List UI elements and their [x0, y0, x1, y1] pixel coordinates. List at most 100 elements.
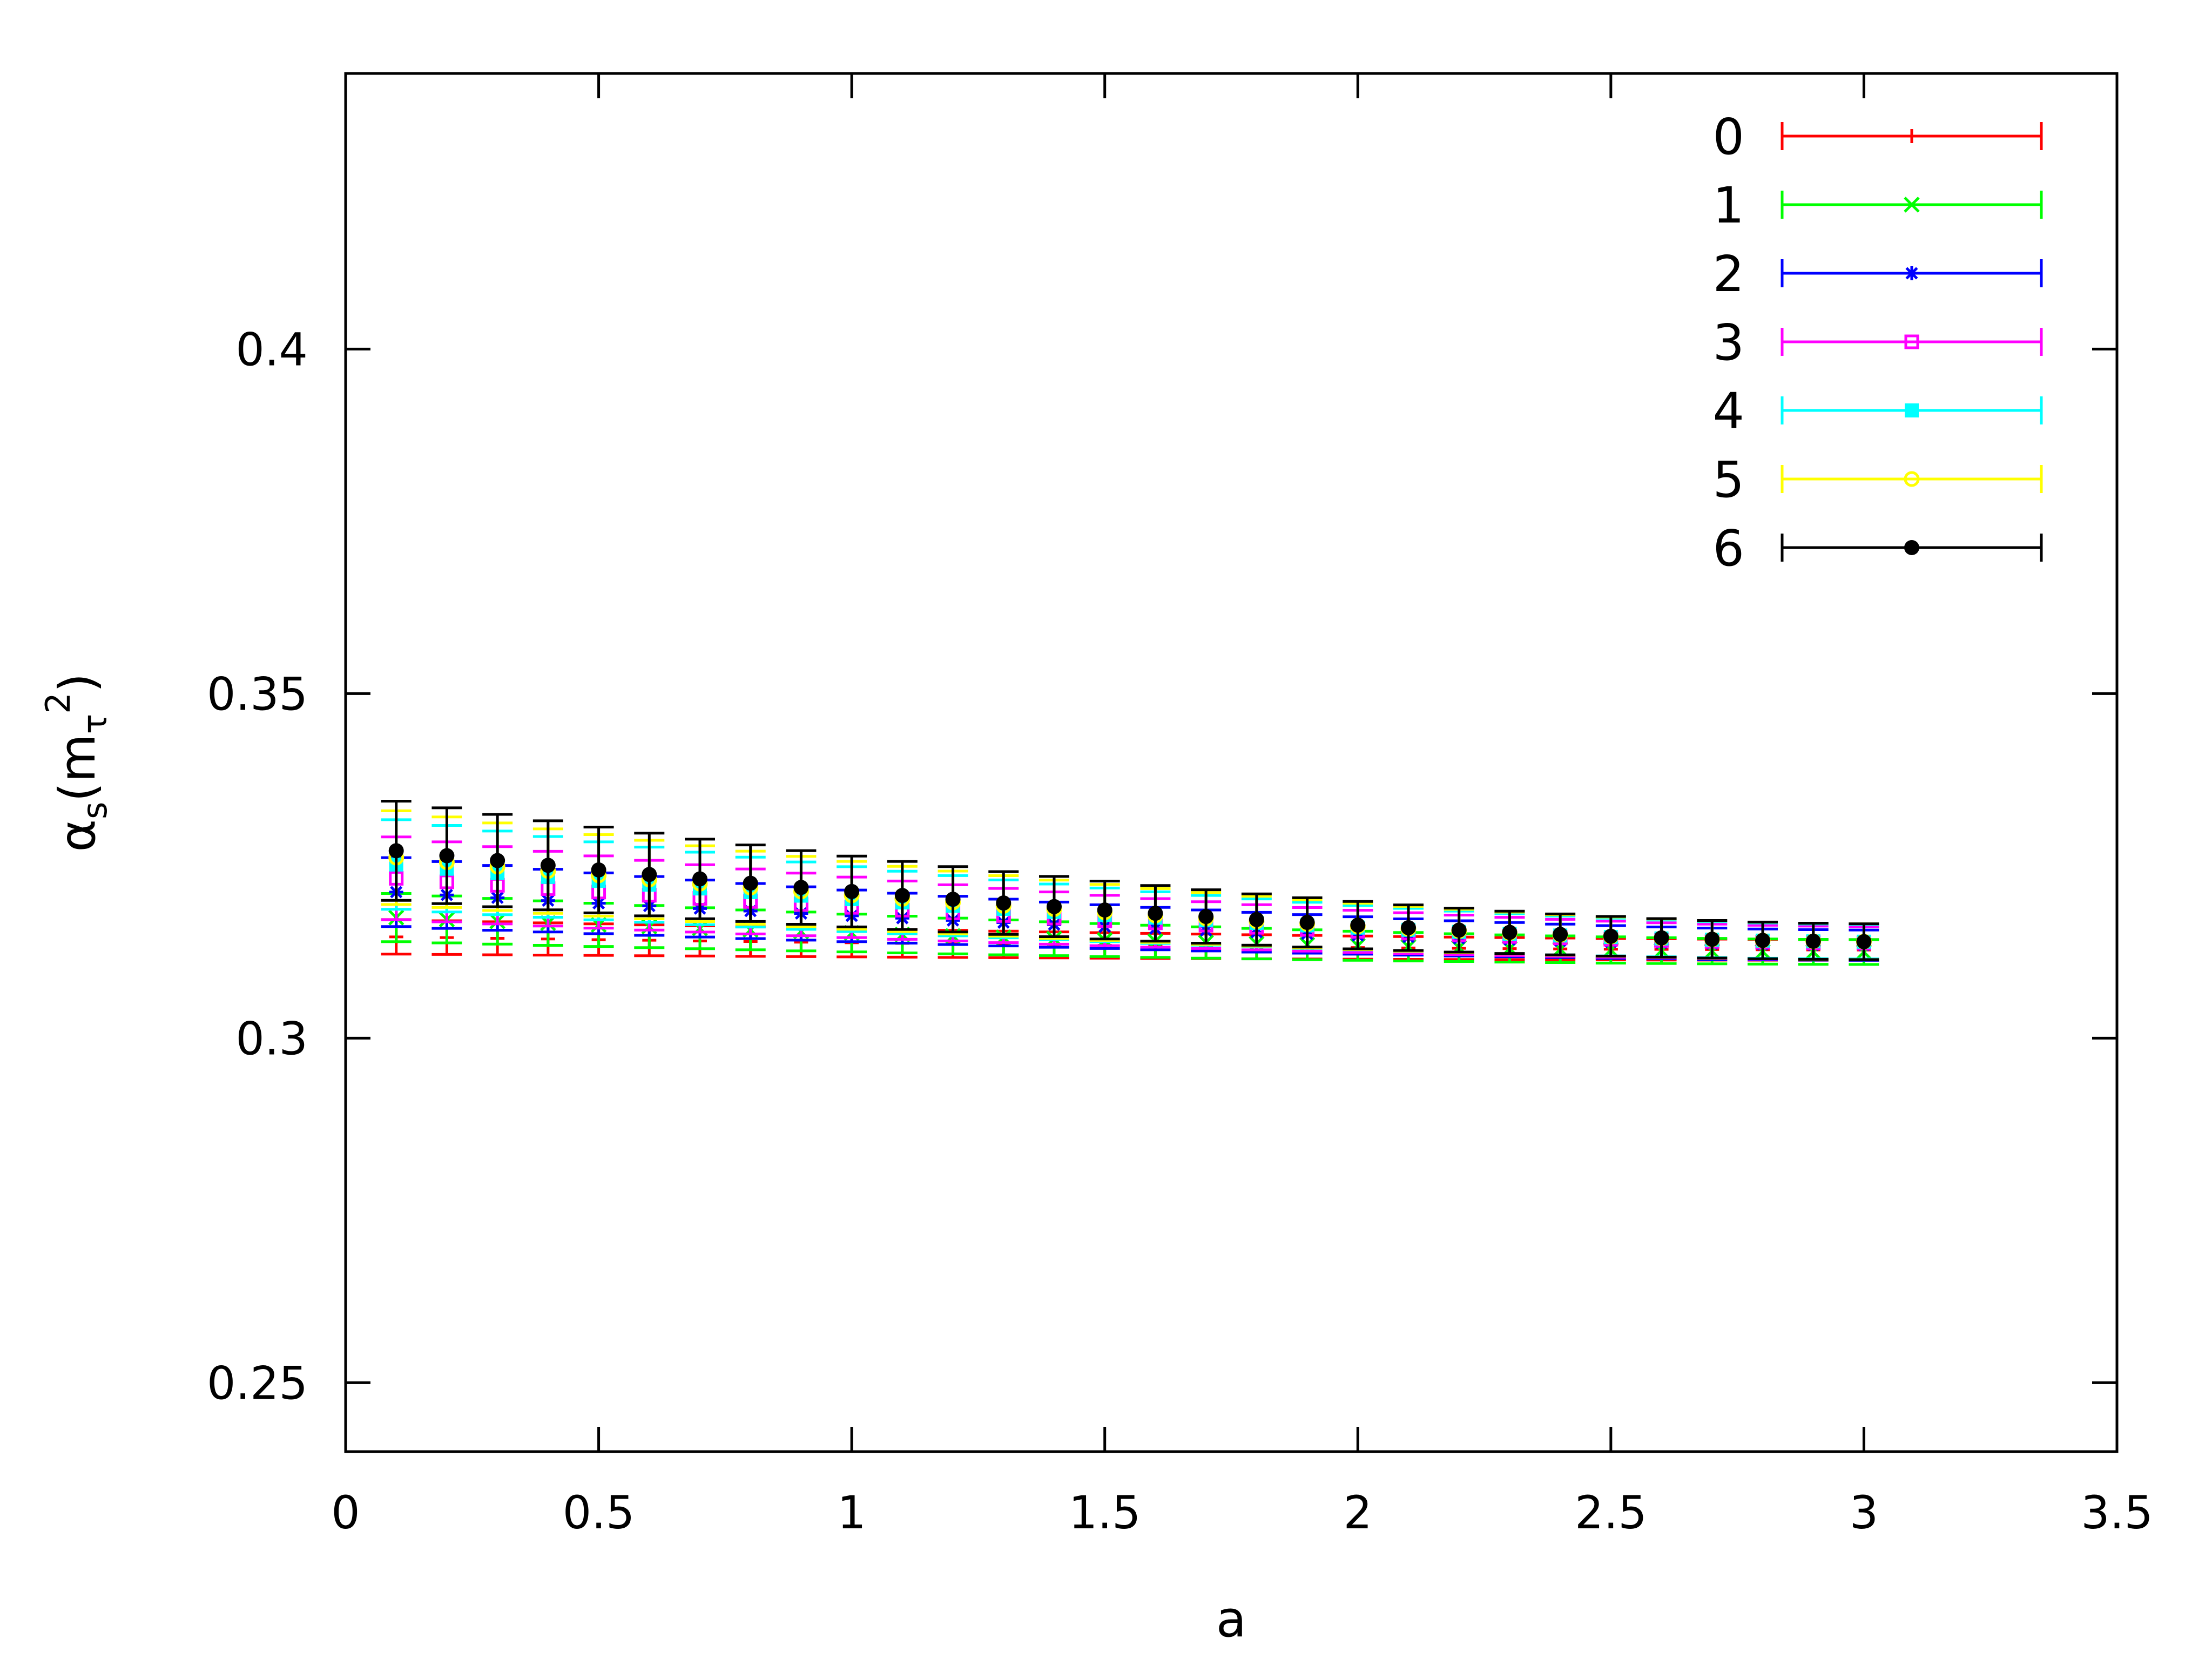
marker-s6-5 — [642, 867, 657, 882]
marker-s6-2 — [490, 853, 505, 868]
marker-s6-18 — [1299, 915, 1315, 930]
x-tick-label-3: 1.5 — [1069, 1486, 1141, 1539]
marker-s6-7 — [743, 875, 758, 891]
legend-label-3: 3 — [1712, 314, 1744, 372]
point-s6-21 — [1444, 907, 1474, 954]
legend-marker-1 — [1904, 197, 1920, 213]
legend-label-4: 4 — [1712, 382, 1744, 440]
y-tick-label-0: 0.25 — [207, 1357, 308, 1410]
x-tick-label-6: 3 — [1850, 1486, 1878, 1539]
marker-s6-27 — [1755, 933, 1770, 948]
marker-s6-9 — [844, 884, 860, 899]
y-axis-label-close: ) — [49, 673, 106, 692]
marker-s6-10 — [894, 888, 910, 903]
y-tick-label-3: 0.4 — [235, 323, 308, 376]
series-layer — [381, 799, 1879, 966]
marker-s6-24 — [1603, 928, 1618, 944]
marker-s6-20 — [1401, 920, 1416, 935]
point-s6-8 — [786, 849, 817, 926]
ticks-layer: 0 0.5 1 1.5 2 2.5 3 3.5 0.25 0.3 0.35 0.4 — [207, 73, 2153, 1539]
point-s6-18 — [1292, 896, 1323, 949]
legend-marker-2 — [1905, 266, 1919, 280]
legend-marker-6 — [1904, 540, 1919, 555]
marker-s6-26 — [1704, 932, 1720, 947]
point-s6-0 — [381, 799, 412, 902]
legend-entry-5: 5 — [1712, 451, 2043, 509]
y-axis-label: αs(mτ2) — [38, 673, 114, 852]
marker-s6-17 — [1249, 912, 1264, 927]
marker-s6-28 — [1805, 933, 1821, 949]
marker-s6-15 — [1148, 906, 1163, 921]
point-s6-17 — [1241, 892, 1272, 947]
marker-s6-3 — [540, 858, 556, 873]
legend-entry-4: 4 — [1712, 382, 2043, 440]
marker-s6-1 — [439, 848, 455, 864]
svg-text:αs(mτ2): αs(mτ2) — [38, 673, 114, 852]
point-s6-25 — [1646, 917, 1677, 959]
legend-entry-6: 6 — [1712, 520, 2043, 577]
legend-label-1: 1 — [1712, 177, 1744, 234]
point-s6-22 — [1494, 909, 1525, 955]
x-tick-label-1: 0.5 — [563, 1486, 635, 1539]
marker-s6-21 — [1451, 922, 1467, 938]
marker-s6-8 — [793, 880, 809, 895]
point-s6-26 — [1697, 919, 1728, 960]
point-s6-2 — [482, 813, 513, 908]
y-axis-label-sup: 2 — [38, 692, 78, 713]
marker-s6-0 — [388, 843, 404, 859]
point-s6-27 — [1748, 920, 1778, 960]
point-s6-10 — [887, 860, 918, 931]
point-s6-24 — [1595, 915, 1626, 957]
legend-label-2: 2 — [1712, 245, 1744, 303]
marker-s6-19 — [1350, 918, 1366, 933]
x-tick-label-0: 0 — [331, 1486, 360, 1539]
point-s6-12 — [988, 870, 1019, 936]
x-tick-label-5: 2.5 — [1575, 1486, 1647, 1539]
point-s6-28 — [1798, 922, 1829, 961]
point-s6-14 — [1089, 879, 1120, 941]
marker-s6-29 — [1856, 934, 1872, 949]
point-s6-7 — [735, 844, 766, 923]
y-tick-label-1: 0.3 — [235, 1012, 308, 1065]
point-s6-19 — [1343, 900, 1373, 950]
point-s6-9 — [837, 854, 867, 928]
y-axis-label-sub2: τ — [75, 714, 114, 734]
marker-s6-23 — [1553, 927, 1568, 942]
legend-marker-3 — [1904, 334, 1919, 349]
plot-frame — [344, 72, 2119, 1453]
marker-s6-22 — [1502, 925, 1518, 940]
point-s6-23 — [1545, 912, 1576, 956]
x-tick-label-4: 2 — [1344, 1486, 1372, 1539]
point-s6-4 — [583, 825, 614, 914]
point-s6-29 — [1849, 922, 1879, 961]
point-s6-6 — [685, 838, 715, 920]
point-s6-1 — [431, 806, 462, 905]
marker-s6-6 — [692, 871, 707, 887]
legend-entry-0: 0 — [1712, 108, 2043, 166]
legend-marker-5 — [1904, 471, 1920, 487]
legend-entry-1: 1 — [1712, 177, 2043, 234]
legend-entry-2: 2 — [1712, 245, 2043, 303]
legend-marker-0 — [1905, 129, 1919, 143]
legend-label-0: 0 — [1712, 108, 1744, 166]
point-s6-15 — [1140, 884, 1171, 943]
marker-s6-25 — [1654, 930, 1669, 946]
y-tick-label-2: 0.35 — [207, 667, 308, 720]
marker-s6-16 — [1198, 909, 1214, 925]
series-6 — [381, 799, 1879, 961]
point-s6-16 — [1191, 888, 1222, 945]
y-axis-label-open: (m — [49, 734, 106, 802]
point-s6-20 — [1393, 903, 1424, 952]
legend-entry-3: 3 — [1712, 314, 2043, 372]
marker-s6-11 — [945, 892, 961, 907]
x-axis-label: a — [1216, 1590, 1246, 1648]
x-tick-label-2: 1 — [837, 1486, 866, 1539]
point-s6-11 — [938, 865, 968, 934]
marker-s6-4 — [591, 862, 606, 878]
point-s6-5 — [634, 832, 665, 918]
y-axis-label-base: α — [49, 819, 106, 852]
x-tick-label-7: 3.5 — [2081, 1486, 2153, 1539]
marker-s6-12 — [996, 895, 1011, 911]
marker-s6-14 — [1097, 902, 1112, 918]
